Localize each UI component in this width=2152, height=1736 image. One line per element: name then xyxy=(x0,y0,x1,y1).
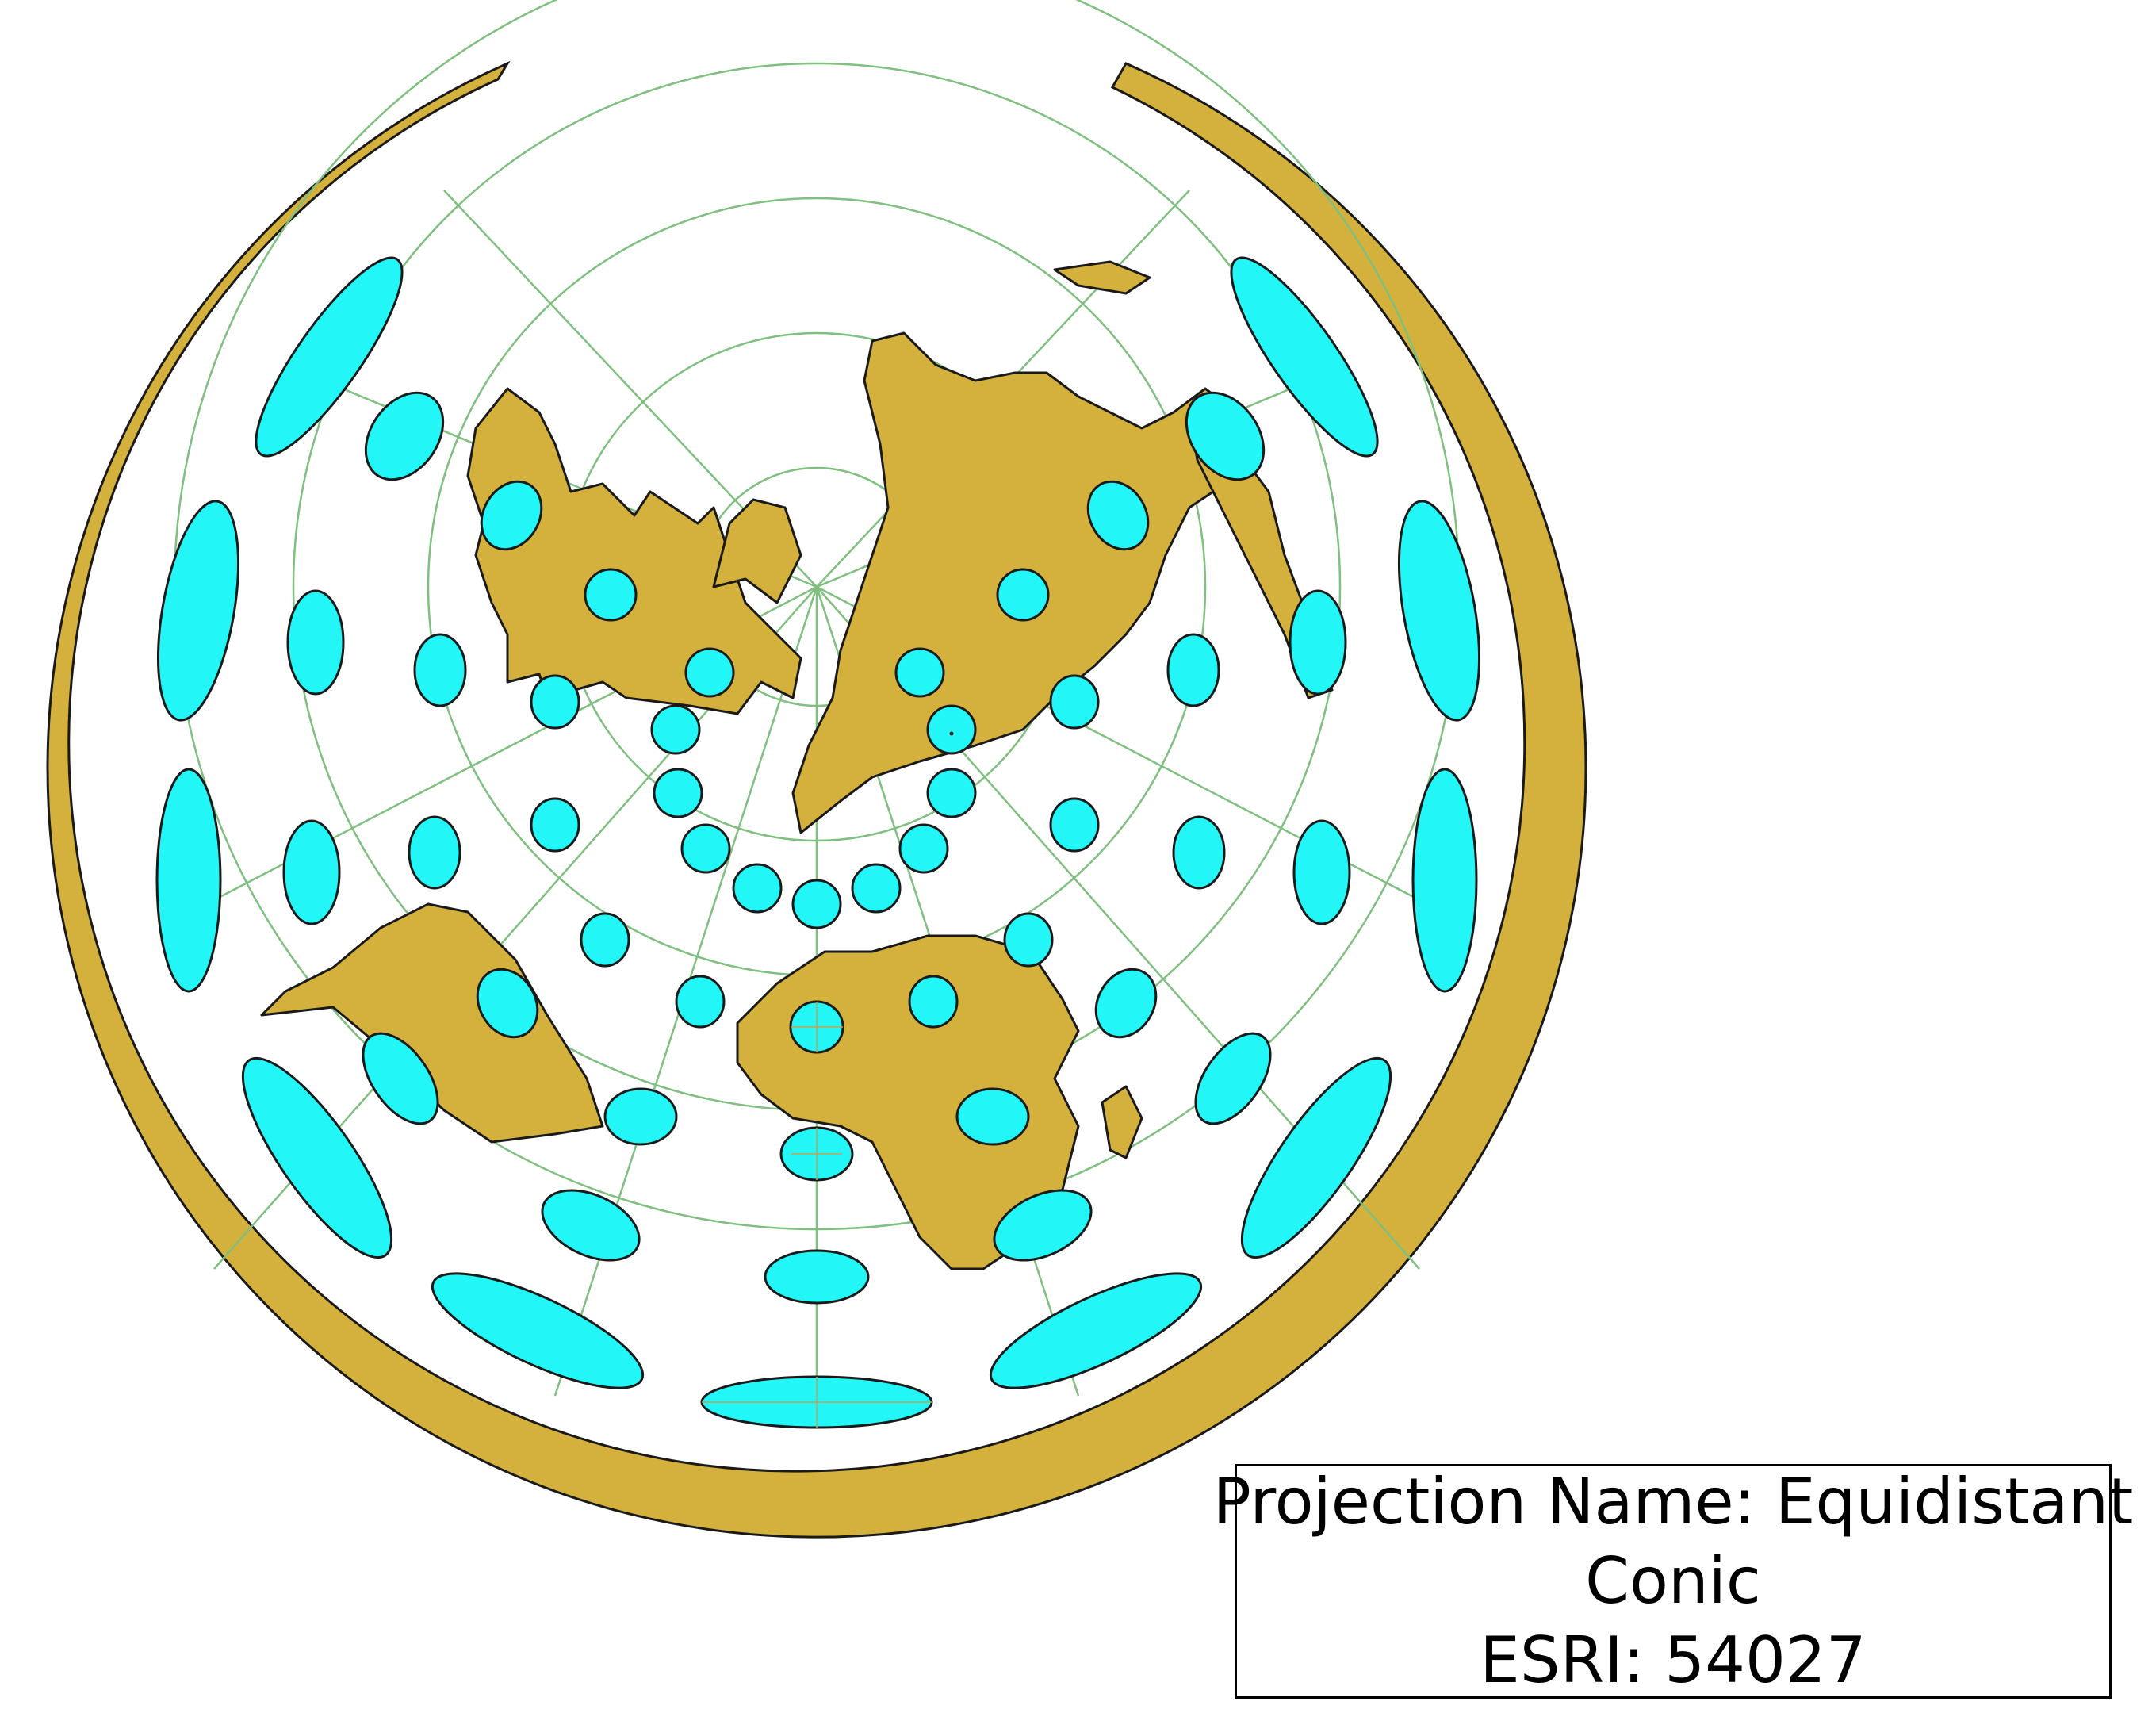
indicatrix xyxy=(1413,769,1476,991)
indicatrix xyxy=(793,880,841,928)
indicatrix xyxy=(951,733,952,734)
indicatrix xyxy=(284,821,339,924)
indicatrix xyxy=(652,706,699,753)
indicatrix xyxy=(585,569,636,620)
indicatrix xyxy=(1084,959,1168,1048)
indicatrix xyxy=(998,569,1048,620)
indicatrix xyxy=(900,825,948,872)
indicatrix xyxy=(682,825,729,872)
legend-line-projection-type: Conic xyxy=(1585,1542,1761,1621)
indicatrix xyxy=(654,769,702,817)
indicatrix xyxy=(409,817,460,888)
indicatrix xyxy=(350,378,459,494)
indicatrix xyxy=(765,1251,868,1303)
madagascar xyxy=(1102,1086,1142,1158)
indicatrix xyxy=(909,976,957,1027)
indicatrix xyxy=(605,1089,676,1144)
indicatrix xyxy=(852,864,900,912)
indicatrix xyxy=(1294,821,1350,924)
legend-line-projection-name: Projection Name: Equidistant xyxy=(1213,1462,2134,1542)
indicatrix xyxy=(531,676,579,728)
indicatrix xyxy=(531,799,579,851)
indicatrix xyxy=(957,1089,1028,1144)
indicatrix xyxy=(1174,817,1224,888)
indicatrix xyxy=(581,914,629,966)
indicatrix xyxy=(531,1176,650,1274)
indicatrix xyxy=(1181,1021,1285,1137)
arctic-island xyxy=(1055,262,1150,293)
indicatrix xyxy=(144,495,252,726)
indicatrix xyxy=(1005,914,1052,966)
indicatrix xyxy=(686,649,733,696)
indicatrix xyxy=(896,649,944,696)
indicatrix xyxy=(1384,495,1493,726)
indicatrix xyxy=(1290,591,1346,694)
indicatrix xyxy=(928,706,975,753)
indicatrix xyxy=(733,864,781,912)
indicatrix xyxy=(1051,799,1098,851)
indicatrix xyxy=(1051,676,1098,728)
indicatrix xyxy=(288,591,343,694)
indicatrix xyxy=(157,769,220,991)
indicatrix xyxy=(928,769,975,817)
indicatrix xyxy=(676,976,724,1027)
projection-legend: Projection Name: Equidistant Conic ESRI:… xyxy=(1235,1464,2112,1699)
indicatrix xyxy=(415,634,465,706)
indicatrix xyxy=(1168,634,1219,706)
legend-line-esri-code: ESRI: 54027 xyxy=(1480,1621,1866,1700)
